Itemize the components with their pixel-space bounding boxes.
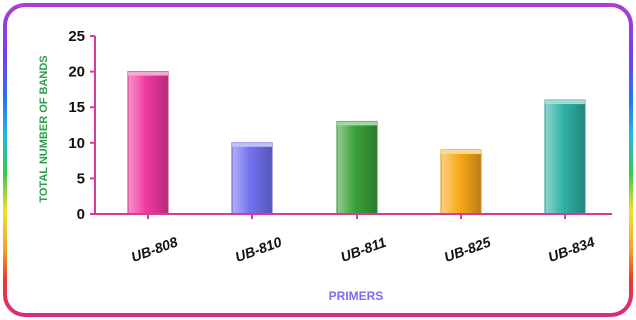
y-tick-label: 5 xyxy=(77,170,85,187)
chart-panel xyxy=(7,7,629,313)
bar-ub-825 xyxy=(440,149,482,215)
bar-ub-834 xyxy=(544,99,586,215)
x-tick-label: UB-834 xyxy=(546,233,597,265)
bar-ub-811 xyxy=(336,120,378,215)
y-tick-label: 10 xyxy=(68,135,85,152)
chart-frame xyxy=(3,3,633,317)
bar-top-highlight xyxy=(128,71,168,76)
bar-top-highlight xyxy=(232,142,272,147)
x-tick-label: UB-825 xyxy=(442,233,493,265)
axes-layer xyxy=(94,36,612,215)
y-ticks: 0 5 10 15 20 25 xyxy=(68,28,95,223)
x-axis-title: PRIMERS xyxy=(329,289,384,303)
y-tick-label: 15 xyxy=(68,99,85,116)
x-ticks: UB-808 UB-810 UB-811 UB-825 UB-834 xyxy=(129,214,597,265)
bars-layer xyxy=(127,71,586,215)
x-tick-label: UB-810 xyxy=(233,233,284,265)
bar-ub-810 xyxy=(231,142,273,215)
x-tick-label: UB-808 xyxy=(129,233,180,265)
bar-ub-808 xyxy=(127,71,169,215)
x-tick-label: UB-811 xyxy=(338,234,388,265)
y-tick-label: 25 xyxy=(68,28,85,45)
y-tick-label: 0 xyxy=(77,206,85,223)
y-tick-label: 20 xyxy=(68,64,85,81)
bar-top-highlight xyxy=(337,121,377,126)
y-axis-title: TOTAL NUMBER OF BANDS xyxy=(38,55,50,202)
bar-top-highlight xyxy=(545,100,585,105)
bar-top-highlight xyxy=(441,149,481,154)
